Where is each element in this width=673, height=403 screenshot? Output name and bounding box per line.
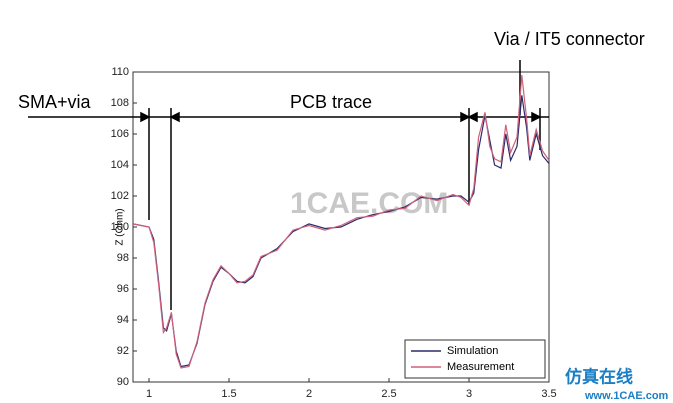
x-tick-label: 3.5 (541, 388, 556, 400)
watermark: 1CAE.COM (290, 187, 448, 220)
y-tick-label: 92 (117, 345, 129, 357)
y-tick-label: 100 (111, 221, 129, 233)
legend-label: Simulation (447, 345, 498, 357)
legend-box (404, 339, 546, 379)
x-tick-label: 2 (306, 388, 312, 400)
annotation-arrows (28, 60, 549, 310)
x-tick-label: 3 (466, 388, 472, 400)
line-series (132, 75, 550, 369)
legend-label: Measurement (447, 361, 514, 373)
annotation: SMA+via (18, 92, 92, 112)
annotation: Via / IT5 connector (494, 29, 645, 49)
annotation: PCB trace (290, 92, 372, 112)
y-tick-label: 110 (111, 66, 129, 78)
line-series (132, 95, 550, 368)
y-tick-label: 98 (117, 252, 129, 264)
y-tick-label: 94 (117, 314, 129, 326)
y-tick-label: 96 (117, 283, 129, 295)
x-tick-label: 1.5 (221, 388, 236, 400)
footer-brand: 仿真在线 (565, 366, 633, 386)
x-tick-label: 1 (146, 388, 152, 400)
y-tick-label: 106 (111, 128, 129, 140)
y-tick-label: 90 (117, 376, 129, 388)
y-tick-label: 104 (111, 159, 129, 171)
footer-url: www.1CAE.com (584, 390, 669, 402)
y-axis-label: Z (Ohm) (115, 208, 126, 245)
x-tick-label: 2.5 (381, 388, 396, 400)
y-tick-label: 108 (111, 97, 129, 109)
y-tick-label: 102 (111, 190, 129, 202)
